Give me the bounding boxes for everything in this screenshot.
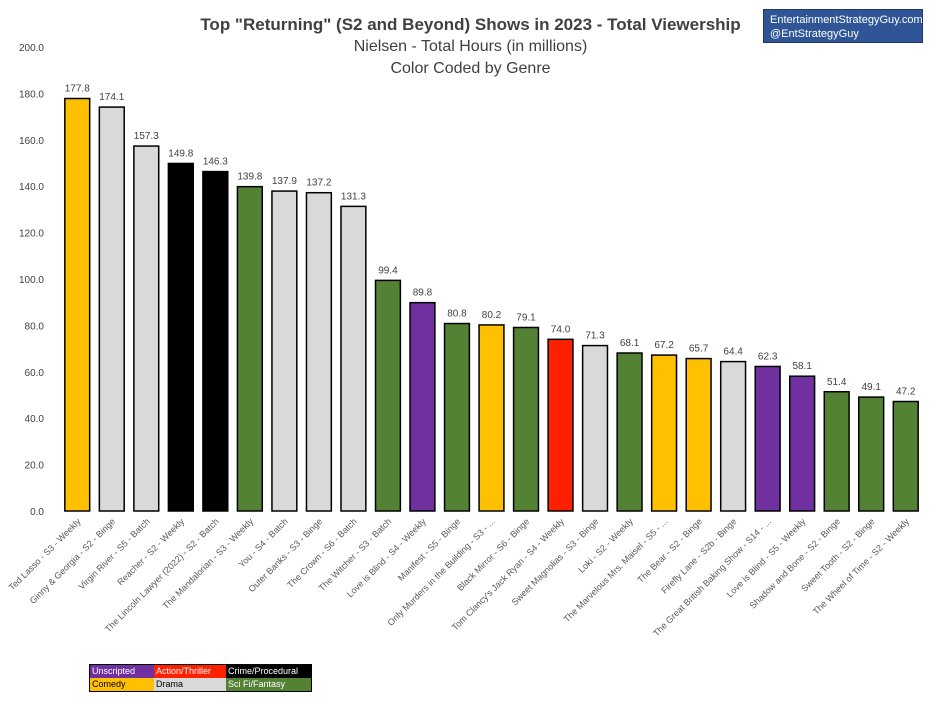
data-label: 79.1	[516, 312, 536, 323]
bar	[892, 400, 919, 512]
data-label: 139.8	[237, 172, 262, 183]
genre-legend: Unscripted Action/Thriller Crime/Procedu…	[89, 664, 312, 692]
bar	[858, 396, 885, 512]
data-label: 65.7	[689, 344, 709, 355]
data-label: 80.8	[447, 309, 467, 320]
chart-subtitle-line-1: Nielsen - Total Hours (in millions)	[353, 38, 588, 55]
data-label: 174.1	[99, 92, 124, 103]
data-label: 149.8	[168, 148, 193, 159]
bar	[236, 185, 264, 512]
chart-title: Top "Returning" (S2 and Beyond) Shows in…	[200, 15, 741, 34]
chart-subtitle-line-2: Color Coded by Genre	[390, 60, 551, 77]
bar	[823, 391, 850, 512]
bar	[754, 365, 781, 512]
bar	[650, 354, 678, 512]
chart-title-block: Top "Returning" (S2 and Beyond) Shows in…	[0, 14, 941, 80]
data-label: 58.1	[792, 361, 812, 372]
y-tick-label: 100.0	[19, 275, 44, 286]
y-tick-label: 140.0	[19, 182, 44, 193]
x-tick-label: The Bear - S2 - Binge	[635, 516, 704, 585]
y-tick-label: 180.0	[19, 89, 44, 100]
bar	[789, 375, 816, 512]
brand-box: EntertainmentStrategyGuy.com @EntStrateg…	[763, 9, 923, 43]
bar	[719, 360, 747, 512]
data-label: 131.3	[341, 191, 366, 202]
data-label: 49.1	[861, 382, 881, 393]
bar	[202, 170, 229, 512]
bar	[374, 279, 402, 512]
data-label: 177.8	[65, 84, 90, 95]
y-tick-label: 160.0	[19, 136, 44, 147]
bar	[443, 322, 471, 512]
brand-website: EntertainmentStrategyGuy.com	[770, 14, 923, 26]
y-tick-label: 120.0	[19, 229, 44, 240]
data-label: 68.1	[620, 338, 640, 349]
data-label: 64.4	[723, 347, 743, 358]
x-tick-label: Manifest - S5 - Binge	[396, 516, 463, 583]
data-label: 99.4	[378, 265, 398, 276]
data-label: 47.2	[896, 387, 916, 398]
x-tick-label: The Crown - S6 - Batch	[285, 516, 359, 590]
bar	[340, 205, 367, 512]
y-tick-label: 40.0	[25, 414, 45, 425]
y-tick-label: 60.0	[25, 368, 45, 379]
legend-item-comedy: Comedy	[90, 678, 154, 691]
bar	[98, 106, 125, 512]
brand-handle: @EntStrategyGuy	[770, 28, 859, 40]
data-label: 89.8	[413, 288, 433, 299]
legend-item-crime-procedural: Crime/Procedural	[226, 665, 311, 678]
legend-item-action-thriller: Action/Thriller	[154, 665, 226, 678]
y-tick-label: 80.0	[25, 321, 45, 332]
data-label: 157.3	[134, 131, 159, 142]
bar	[133, 145, 160, 512]
y-tick-label: 0.0	[30, 507, 44, 518]
data-label: 51.4	[827, 377, 847, 388]
bar	[305, 191, 333, 512]
bar	[167, 162, 194, 512]
data-label: 74.0	[551, 324, 571, 335]
x-tick-label: Reacher - S2 - Weekly	[115, 516, 186, 587]
data-label: 137.2	[306, 178, 331, 189]
bar	[581, 344, 609, 512]
data-label: 62.3	[758, 351, 778, 362]
data-label: 137.9	[272, 176, 297, 187]
legend-item-unscripted: Unscripted	[90, 665, 154, 678]
data-label: 146.3	[203, 157, 228, 168]
bar	[478, 324, 505, 512]
bar	[616, 352, 643, 512]
bar	[512, 326, 540, 512]
bar	[409, 301, 436, 512]
bar	[64, 97, 91, 512]
bar	[685, 357, 712, 512]
data-label: 67.2	[654, 340, 674, 351]
data-label: 71.3	[585, 331, 605, 342]
bar	[547, 338, 574, 512]
legend-item-drama: Drama	[154, 678, 226, 691]
legend-item-sci-fi-fantasy: Sci Fi/Fantasy	[226, 678, 311, 691]
data-label: 80.2	[482, 310, 502, 321]
bar	[271, 190, 298, 512]
y-tick-label: 20.0	[25, 461, 45, 472]
y-tick-label: 200.0	[19, 43, 44, 54]
